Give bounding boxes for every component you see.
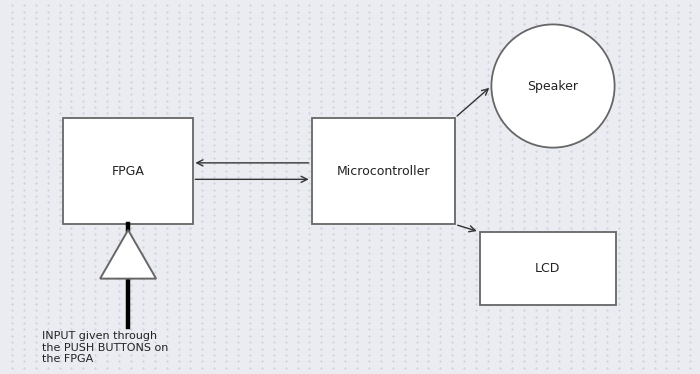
Text: Speaker: Speaker bbox=[528, 80, 578, 92]
FancyBboxPatch shape bbox=[312, 118, 455, 224]
FancyBboxPatch shape bbox=[63, 118, 193, 224]
FancyBboxPatch shape bbox=[480, 232, 616, 305]
Polygon shape bbox=[100, 230, 156, 279]
Ellipse shape bbox=[491, 24, 615, 148]
Text: FPGA: FPGA bbox=[111, 165, 144, 178]
Text: LCD: LCD bbox=[535, 262, 561, 275]
Text: INPUT given through
the PUSH BUTTONS on
the FPGA: INPUT given through the PUSH BUTTONS on … bbox=[42, 331, 169, 364]
Text: Microcontroller: Microcontroller bbox=[337, 165, 430, 178]
